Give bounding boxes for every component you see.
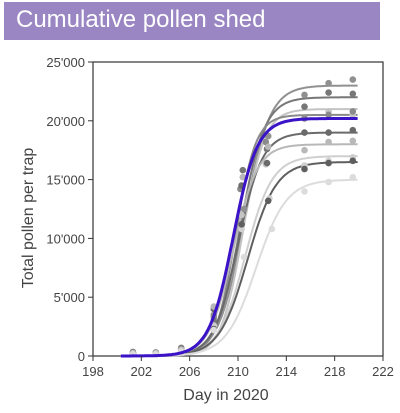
x-tick-label: 202 bbox=[130, 364, 152, 379]
mean-fit-curve bbox=[120, 117, 358, 358]
data-point bbox=[349, 90, 357, 98]
data-point bbox=[268, 225, 276, 233]
fit-curves bbox=[120, 84, 358, 357]
data-point bbox=[301, 129, 308, 136]
chart-area: 198 202 206 210 214 218 222 0 5'000 10'000 15'000… bbox=[0, 42, 400, 408]
data-points bbox=[129, 76, 357, 358]
data-point bbox=[264, 143, 272, 150]
page-title: Cumulative pollen shed bbox=[16, 6, 266, 33]
y-tick-label: 0 bbox=[78, 349, 85, 364]
data-point bbox=[301, 91, 308, 99]
data-point bbox=[210, 326, 218, 334]
x-tick-label: 218 bbox=[324, 364, 346, 379]
mean-curve-layer bbox=[120, 117, 358, 358]
data-point bbox=[325, 129, 332, 136]
x-tick-label: 222 bbox=[372, 364, 394, 379]
data-point bbox=[301, 146, 308, 154]
y-tick-label: 15'000 bbox=[46, 173, 85, 188]
data-point bbox=[349, 126, 357, 134]
y-axis-label: Total pollen per trap bbox=[20, 148, 37, 289]
y-tick-label: 5'000 bbox=[54, 290, 85, 305]
pollen-chart: 198 202 206 210 214 218 222 0 5'000 10'000 15'000… bbox=[20, 55, 394, 404]
data-point bbox=[349, 108, 357, 115]
x-tick-label: 198 bbox=[82, 364, 104, 379]
data-point bbox=[239, 166, 247, 174]
x-tick-label: 214 bbox=[275, 364, 297, 379]
data-point bbox=[325, 159, 332, 167]
data-point bbox=[239, 173, 247, 181]
x-axis: 198 202 206 210 214 218 222 bbox=[82, 356, 394, 379]
data-point bbox=[325, 111, 332, 119]
data-point bbox=[349, 76, 357, 83]
data-point bbox=[349, 173, 357, 181]
data-point bbox=[263, 159, 271, 167]
data-point bbox=[238, 225, 245, 233]
x-tick-label: 210 bbox=[227, 364, 249, 379]
y-tick-label: 20'000 bbox=[46, 114, 85, 129]
data-point bbox=[238, 221, 245, 228]
data-point bbox=[301, 188, 308, 195]
x-axis-label: Day in 2020 bbox=[183, 387, 268, 404]
data-point bbox=[238, 211, 245, 219]
data-point bbox=[240, 253, 248, 261]
data-point bbox=[301, 165, 308, 173]
data-point bbox=[301, 103, 308, 110]
y-axis: 0 5'000 10'000 15'000 20'000 25'000 bbox=[46, 55, 93, 364]
data-point bbox=[325, 89, 332, 96]
title-banner: Cumulative pollen shed bbox=[4, 2, 380, 40]
data-point bbox=[325, 178, 332, 186]
x-tick-label: 206 bbox=[179, 364, 201, 379]
y-tick-label: 25'000 bbox=[46, 55, 85, 70]
data-point bbox=[325, 138, 332, 146]
data-point bbox=[240, 205, 248, 213]
data-point bbox=[264, 197, 272, 205]
data-point bbox=[325, 79, 332, 87]
data-point bbox=[349, 157, 357, 165]
y-tick-label: 10'000 bbox=[46, 231, 85, 246]
data-point bbox=[349, 137, 357, 145]
